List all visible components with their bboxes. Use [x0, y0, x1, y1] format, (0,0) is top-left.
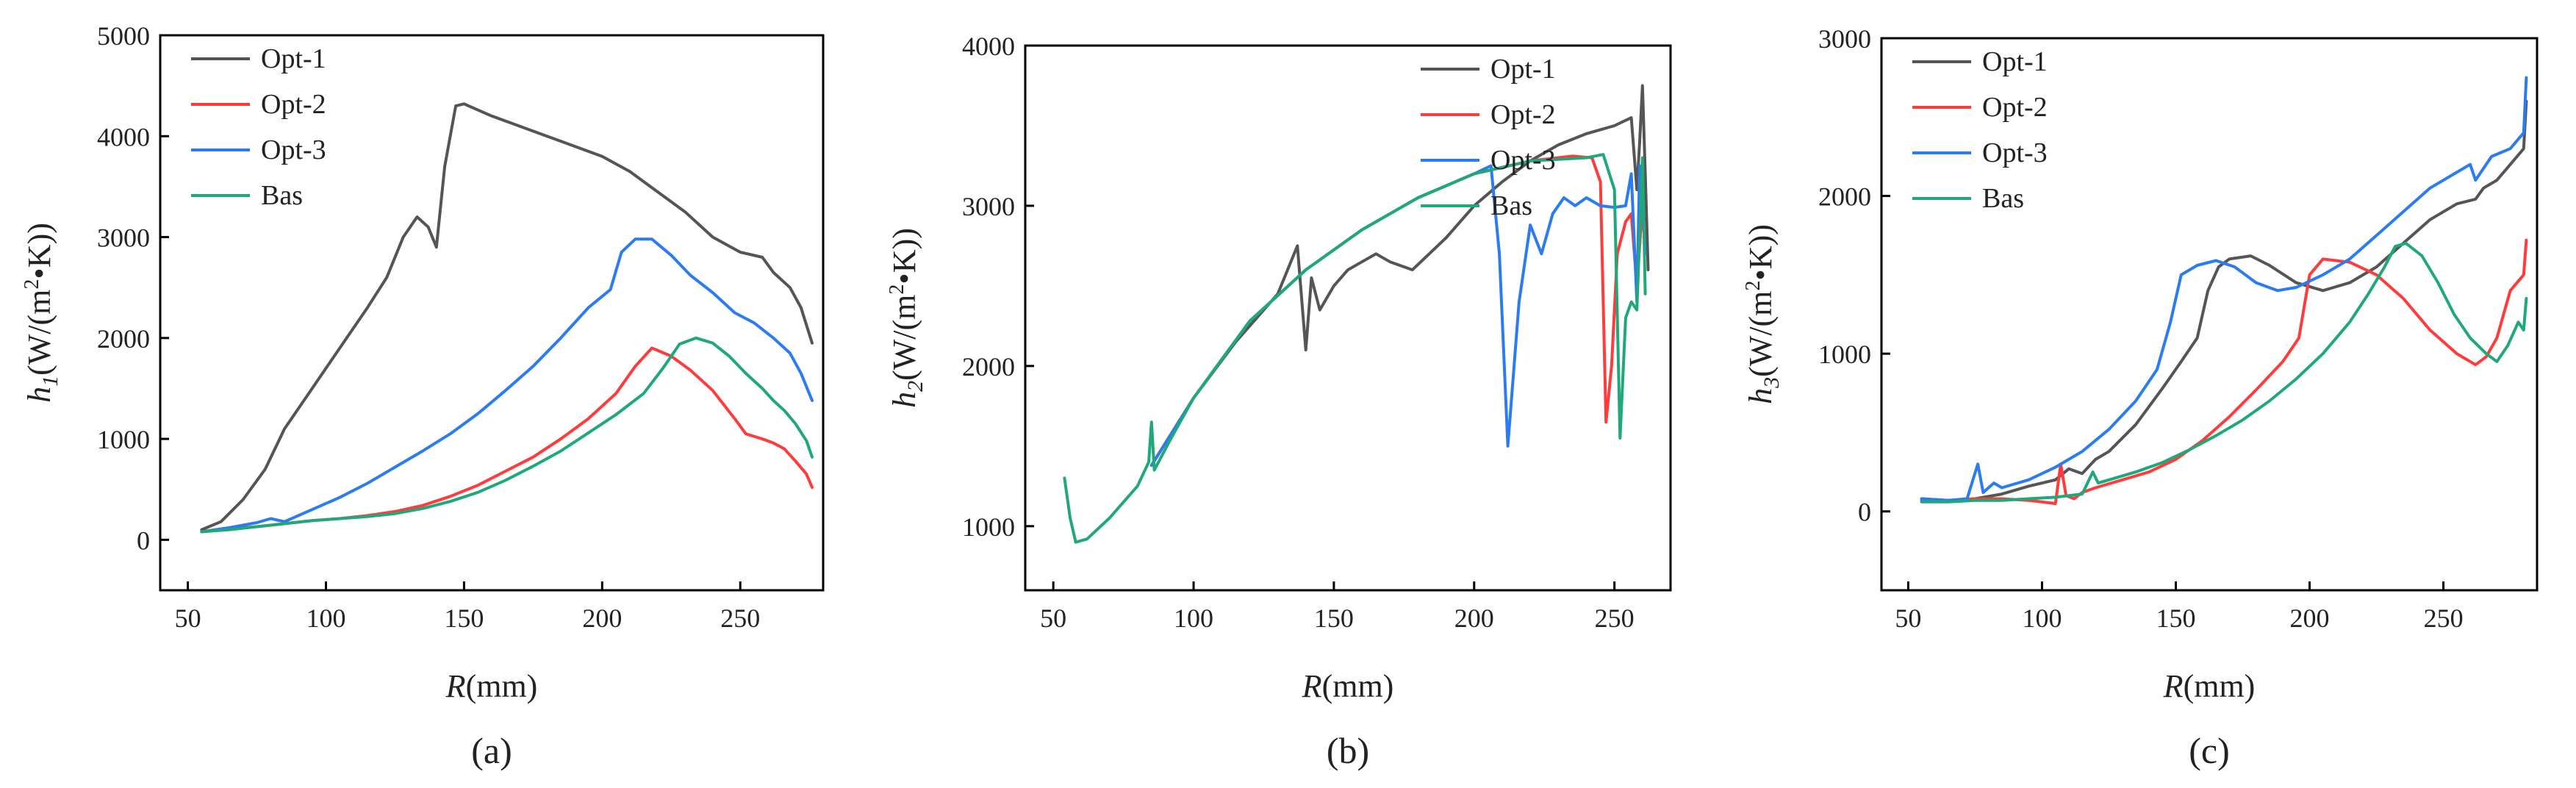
series-line-opt-3	[200, 237, 814, 534]
x-tick-label: 150	[444, 603, 484, 633]
panel-label: (b)	[1327, 730, 1369, 771]
y-axis-label: h3(W/(m2•K))	[1742, 224, 1784, 404]
y-tick-label: 3000	[97, 223, 150, 253]
y-tick-label: 1000	[962, 512, 1015, 542]
y-axis-label: h2(W/(m2•K))	[886, 228, 928, 408]
x-tick-label: 200	[1454, 603, 1494, 633]
x-tick-label: 50	[1895, 603, 1921, 633]
x-axis-label: R(mm)	[1302, 668, 1394, 704]
plot-frame	[1024, 44, 1672, 592]
legend-label-opt-2: Opt-2	[1982, 92, 2048, 123]
x-tick-label: 100	[1174, 603, 1213, 633]
y-tick-label: 5000	[97, 21, 150, 51]
x-tick-label: 50	[1040, 603, 1066, 633]
series-line-opt-3	[1149, 164, 1647, 467]
plot-frame	[1880, 37, 2539, 592]
y-axis-label: h1(W/(m2•K))	[21, 223, 62, 403]
y-tick-label: 4000	[962, 32, 1015, 61]
legend-label-opt-3: Opt-3	[261, 135, 326, 165]
legend-label-opt-3: Opt-3	[1490, 145, 1556, 176]
series-line-bas	[1063, 153, 1647, 544]
series-line-opt-1	[1149, 84, 1650, 467]
legend-label-opt-1: Opt-1	[261, 43, 326, 74]
legend-label-opt-3: Opt-3	[1982, 137, 2048, 168]
panel-label: (c)	[2189, 730, 2230, 771]
y-tick-label: 1000	[1818, 340, 1871, 369]
chart-panel-2: 50 100 150 200 250 1000 2000 3000 4000 Opt-1 Opt-2…	[886, 32, 1672, 771]
legend-label-opt-2: Opt-2	[261, 89, 326, 120]
legend-label-opt-1: Opt-1	[1982, 46, 2048, 77]
y-tick-label: 3000	[962, 192, 1015, 221]
y-tick-label: 0	[137, 526, 150, 555]
x-tick-label: 50	[175, 603, 201, 633]
legend-label-bas: Bas	[1490, 190, 1532, 221]
x-tick-label: 200	[2290, 603, 2330, 633]
series-line-opt-3	[1920, 76, 2528, 502]
chart-panel-1: 50 100 150 200 250 0 1000 2000 3000 4000 5000 Opt-1…	[21, 21, 825, 771]
y-tick-label: 3000	[1818, 24, 1871, 54]
panel-label: (a)	[471, 730, 512, 771]
series-line-opt-2	[200, 346, 814, 534]
x-axis-label: R(mm)	[2163, 668, 2256, 704]
y-tick-label: 2000	[1818, 182, 1871, 212]
x-tick-label: 150	[2156, 603, 2195, 633]
series-line-bas	[200, 336, 814, 534]
x-tick-label: 250	[1595, 603, 1635, 633]
series-line-opt-1	[200, 102, 814, 531]
y-tick-label: 2000	[97, 324, 150, 354]
y-tick-label: 1000	[97, 425, 150, 454]
legend-label-bas: Bas	[261, 180, 303, 211]
x-tick-label: 250	[2424, 603, 2464, 633]
y-tick-label: 2000	[962, 352, 1015, 382]
legend-label-opt-2: Opt-2	[1490, 99, 1556, 130]
x-tick-label: 100	[306, 603, 346, 633]
x-tick-label: 250	[720, 603, 760, 633]
x-tick-label: 200	[582, 603, 622, 633]
x-tick-label: 150	[1314, 603, 1354, 633]
legend-label-bas: Bas	[1982, 183, 2024, 214]
series-line-bas	[1920, 241, 2528, 504]
y-tick-label: 4000	[97, 122, 150, 151]
x-tick-label: 100	[2022, 603, 2062, 633]
x-axis-label: R(mm)	[445, 668, 538, 704]
y-tick-label: 0	[1858, 498, 1871, 527]
legend-label-opt-1: Opt-1	[1490, 54, 1556, 85]
plot-frame	[159, 34, 825, 592]
chart-panel-3: 50 100 150 200 250 0 1000 2000 3000 Opt-1 Opt-2 Opt…	[1742, 24, 2539, 771]
